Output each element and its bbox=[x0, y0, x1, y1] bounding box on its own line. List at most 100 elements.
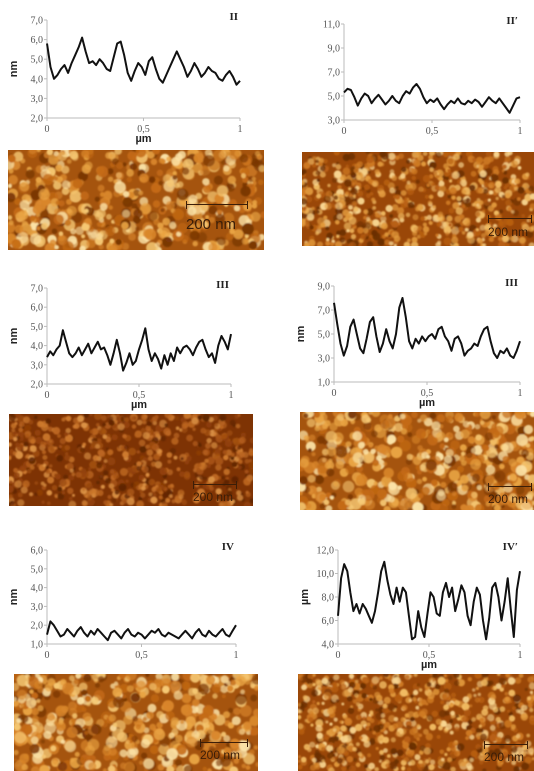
y-tick-label: 3,0 bbox=[31, 602, 44, 613]
afm-texture bbox=[8, 150, 264, 250]
y-axis-title: µm bbox=[299, 589, 311, 605]
afm-image-III bbox=[9, 414, 253, 506]
y-tick-label: 4,0 bbox=[31, 583, 44, 594]
afm-image-II bbox=[8, 150, 264, 250]
y-tick-label: 6,0 bbox=[322, 616, 335, 627]
x-tick-label: 0,5 bbox=[135, 650, 148, 661]
scale-bar-label: 200 nm bbox=[186, 216, 237, 233]
y-tick-label: 4,0 bbox=[322, 640, 335, 651]
panel-IV: 6,0 5,0 4,0 3,0 2,0 1,0 0 0,5 1 nm IV 200 nm bbox=[0, 528, 265, 771]
afm-texture bbox=[9, 414, 253, 506]
y-tick-label: 7,0 bbox=[318, 306, 331, 317]
profile-chart-IVp: 12,0 10,0 8,0 6,0 4,00 0,5 1 µm µm IV′ bbox=[299, 541, 523, 671]
profile-chart-IIIp: 9,0 7,0 5,0 3,0 1,00 0,5 1 nm µm III bbox=[295, 277, 523, 409]
panel-IVp: 12,0 10,0 8,0 6,0 4,0 0 0,5 1 µm µm IV′ 200 nm bbox=[268, 528, 534, 771]
scale-bar-label: 200 nm bbox=[488, 492, 529, 506]
x-tick-label: 0 bbox=[332, 388, 337, 399]
x-tick-label: 0 bbox=[45, 390, 50, 401]
y-tick-label: 10,0 bbox=[317, 569, 335, 580]
panel-label: II bbox=[229, 11, 238, 23]
x-axis-title: µm bbox=[135, 133, 151, 145]
x-tick-label: 0 bbox=[45, 124, 50, 135]
x-tick-label: 0 bbox=[45, 650, 50, 661]
y-tick-label: 5,0 bbox=[31, 55, 44, 66]
panel-II: 7,0 6,0 5,0 4,0 3,0 2,0 0 0,5 1 nm µm II 200 nm bbox=[0, 0, 265, 252]
y-tick-label: 1,0 bbox=[318, 378, 331, 389]
y-tick-label: 7,0 bbox=[31, 16, 44, 27]
y-tick-label: 5,0 bbox=[31, 564, 44, 575]
x-axis-title: µm bbox=[421, 659, 437, 671]
y-axis-title: nm bbox=[8, 61, 20, 78]
y-axis-title: nm bbox=[8, 328, 20, 345]
panel-label: II′ bbox=[506, 15, 518, 27]
y-tick-label: 2,0 bbox=[31, 621, 44, 632]
y-tick-label: 8,0 bbox=[322, 593, 335, 604]
x-tick-label: 0,5 bbox=[133, 390, 146, 401]
y-tick-label: 6,0 bbox=[31, 546, 44, 557]
y-tick-label: 11,0 bbox=[323, 20, 340, 31]
y-tick-label: 5,0 bbox=[328, 92, 341, 103]
x-axis-title: µm bbox=[131, 399, 147, 411]
y-tick-label: 9,0 bbox=[318, 282, 331, 293]
x-tick-label: 0,5 bbox=[423, 650, 436, 661]
afm-image-IIIp bbox=[300, 412, 534, 510]
panel-label: III bbox=[216, 279, 229, 291]
x-tick-label: 1 bbox=[518, 650, 523, 661]
x-tick-label: 1 bbox=[518, 126, 523, 137]
scale-bar-label: 200 nm bbox=[193, 490, 234, 504]
y-tick-label: 4,0 bbox=[31, 341, 44, 352]
height-profile-line bbox=[46, 620, 237, 642]
x-tick-label: 1 bbox=[234, 650, 239, 661]
height-profile-line bbox=[46, 36, 241, 86]
panel-label: IV bbox=[222, 541, 234, 553]
y-tick-label: 3,0 bbox=[318, 354, 331, 365]
afm-image-IV bbox=[14, 674, 258, 771]
x-tick-label: 0,5 bbox=[137, 124, 150, 135]
x-tick-label: 0,5 bbox=[421, 388, 434, 399]
panel-IIp: 11,0 9,0 7,0 5,0 3,0 0 0,5 1 II′ 200 nm bbox=[268, 0, 534, 252]
y-tick-label: 6,0 bbox=[31, 303, 44, 314]
panel-IIIp: 9,0 7,0 5,0 3,0 1,0 0 0,5 1 nm µm III 200 nm bbox=[268, 262, 534, 512]
height-profile-line bbox=[333, 297, 521, 359]
y-tick-label: 9,0 bbox=[328, 44, 341, 55]
panel-III: 7,0 6,0 5,0 4,0 3,0 2,0 0 0,5 1 nm µm III 200 nm bbox=[0, 262, 265, 512]
y-axis-title: nm bbox=[295, 326, 307, 343]
y-tick-label: 2,0 bbox=[31, 380, 44, 391]
x-tick-label: 0 bbox=[336, 650, 341, 661]
y-tick-label: 12,0 bbox=[317, 546, 335, 557]
scale-bar-label: 200 nm bbox=[488, 225, 529, 239]
height-profile-line bbox=[46, 327, 232, 372]
x-tick-label: 1 bbox=[518, 388, 523, 399]
y-tick-label: 7,0 bbox=[31, 284, 44, 295]
height-profile-line bbox=[343, 83, 521, 114]
x-axis-title: µm bbox=[419, 397, 435, 409]
profile-chart-IIp: 11,0 9,0 7,0 5,0 3,00 0,5 1 II′ bbox=[323, 15, 523, 137]
afm-texture bbox=[298, 674, 534, 771]
afm-texture bbox=[300, 412, 534, 510]
profile-chart-III: 7,0 6,0 5,0 4,0 3,0 2,00 0,5 1 nm µm III bbox=[8, 279, 234, 411]
afm-image-IIp bbox=[302, 152, 534, 246]
x-tick-label: 0 bbox=[342, 126, 347, 137]
y-tick-label: 2,0 bbox=[31, 114, 44, 125]
y-tick-label: 7,0 bbox=[328, 68, 341, 79]
x-tick-label: 0,5 bbox=[426, 126, 439, 137]
y-tick-label: 3,0 bbox=[328, 116, 341, 127]
profile-chart-II: 7,0 6,0 5,0 4,0 3,0 2,00 0,5 1 nm µm II bbox=[8, 11, 243, 145]
y-tick-label: 5,0 bbox=[318, 330, 331, 341]
panel-label: IV′ bbox=[503, 541, 518, 553]
scale-bar-label: 200 nm bbox=[200, 748, 241, 762]
y-tick-label: 3,0 bbox=[31, 360, 44, 371]
y-tick-label: 6,0 bbox=[31, 35, 44, 46]
panel-label: III bbox=[505, 277, 518, 289]
profile-chart-IV: 6,0 5,0 4,0 3,0 2,0 1,00 0,5 1 nm IV bbox=[8, 541, 239, 661]
y-tick-label: 3,0 bbox=[31, 94, 44, 105]
y-tick-label: 5,0 bbox=[31, 322, 44, 333]
x-tick-label: 1 bbox=[229, 390, 234, 401]
afm-texture bbox=[14, 674, 258, 771]
afm-image-IVp bbox=[298, 674, 534, 771]
y-tick-label: 4,0 bbox=[31, 74, 44, 85]
height-profile-line bbox=[337, 560, 521, 641]
y-tick-label: 1,0 bbox=[31, 640, 44, 651]
y-axis-title: nm bbox=[8, 589, 20, 606]
afm-texture bbox=[302, 152, 534, 246]
